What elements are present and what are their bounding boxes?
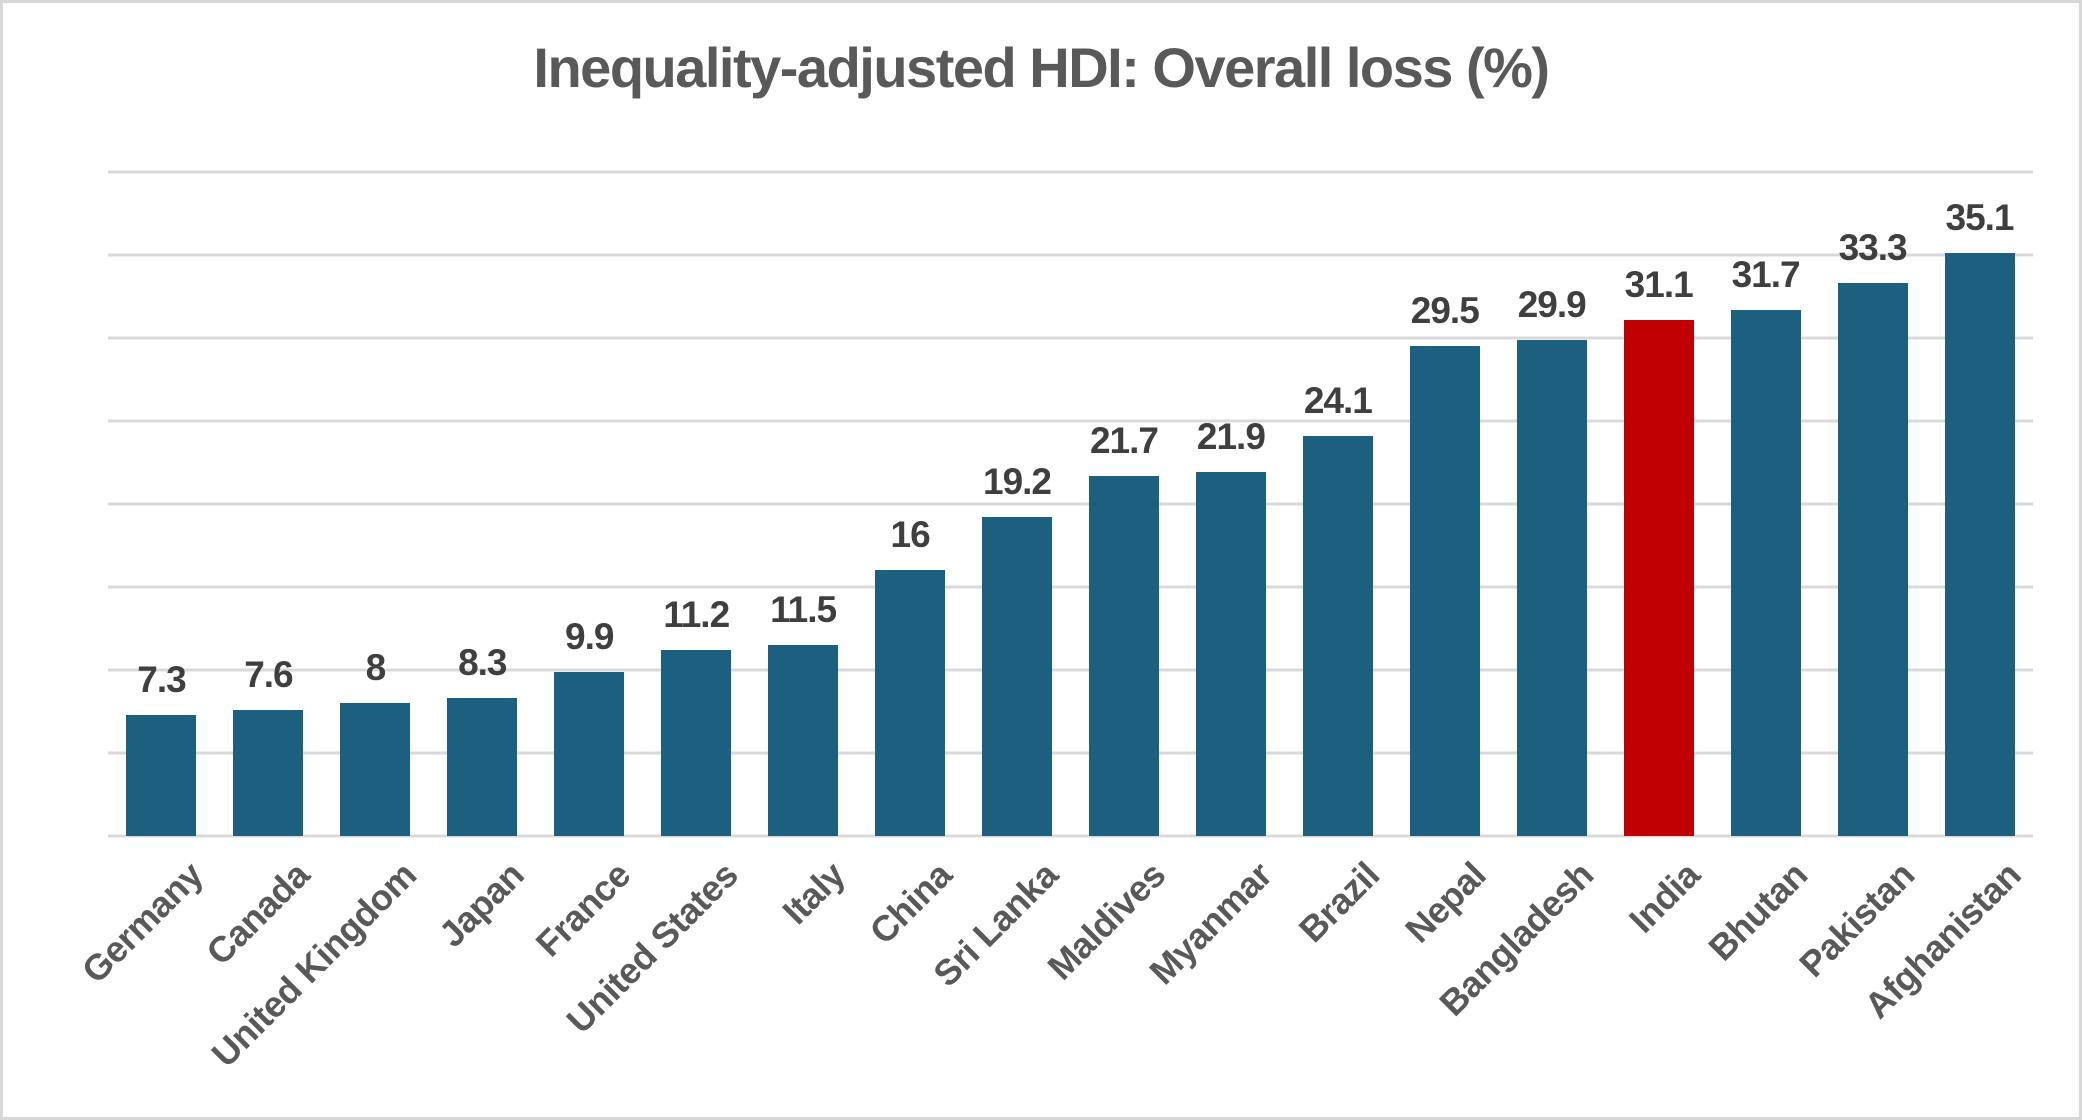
- value-label-united-states: 11.2: [663, 594, 730, 636]
- bar-italy: [768, 645, 839, 836]
- bar-brazil: [1302, 435, 1373, 836]
- value-label-sri-lanka: 19.2: [983, 461, 1052, 503]
- gridline-y5: [108, 751, 2033, 755]
- value-label-germany: 7.3: [137, 658, 186, 700]
- value-label-bhutan: 31.7: [1731, 253, 1801, 295]
- value-label-afghanistan: 35.1: [1945, 197, 2015, 239]
- value-label-japan: 8.3: [458, 642, 507, 684]
- gridline-y10: [108, 668, 2033, 672]
- bar-nepal: [1409, 346, 1480, 836]
- bar-india: [1623, 319, 1694, 836]
- bar-sri-lanka: [982, 517, 1053, 836]
- plot-area: 7.3 Germany 7.6 Canada 8 United Kingdom 8.3 Jap…: [74, 170, 2033, 1075]
- bar-japan: [447, 698, 518, 836]
- gridline-y40: [108, 170, 2033, 174]
- bar-afghanistan: [1944, 253, 2015, 836]
- bar-maldives: [1088, 475, 1159, 836]
- bar-china: [875, 570, 946, 836]
- gridline-y20: [108, 502, 2033, 506]
- value-label-france: 9.9: [565, 615, 614, 657]
- x-axis-label-italy: Italy: [773, 854, 853, 933]
- value-label-maldives: 21.7: [1089, 419, 1159, 461]
- x-axis-label-japan: Japan: [430, 854, 532, 955]
- bar-canada: [233, 709, 304, 836]
- value-label-nepal: 29.5: [1410, 290, 1480, 332]
- gridline-y25: [108, 419, 2033, 423]
- value-label-united-kingdom: 8: [365, 647, 387, 689]
- gridline-y15: [108, 585, 2033, 589]
- value-label-myanmar: 21.9: [1196, 416, 1266, 458]
- x-axis-label-china: China: [861, 854, 960, 952]
- bar-germany: [126, 714, 197, 836]
- value-label-brazil: 24.1: [1303, 379, 1373, 421]
- bar-united-kingdom: [340, 703, 411, 836]
- bar-bangladesh: [1516, 339, 1587, 836]
- x-axis-label-united-kingdom: United Kingdom: [203, 854, 425, 1075]
- bar-myanmar: [1195, 472, 1266, 836]
- value-label-pakistan: 33.3: [1838, 227, 1908, 269]
- gridline-y35: [108, 253, 2033, 257]
- value-label-bangladesh: 29.9: [1517, 283, 1587, 325]
- bar-bhutan: [1730, 309, 1801, 836]
- value-label-china: 16: [890, 514, 931, 556]
- bar-pakistan: [1837, 283, 1908, 836]
- x-axis-label-nepal: Nepal: [1397, 854, 1494, 951]
- bar-france: [554, 671, 625, 836]
- value-label-india: 31.1: [1624, 263, 1694, 305]
- x-axis-label-india: India: [1621, 854, 1708, 941]
- x-axis-label-germany: Germany: [73, 854, 211, 991]
- chart-title: Inequality-adjusted HDI: Overall loss (%…: [533, 36, 1550, 99]
- gridline-y30: [108, 336, 2033, 340]
- bar-united-states: [661, 650, 732, 836]
- value-label-italy: 11.5: [770, 589, 837, 631]
- gridline-y0: [108, 834, 2033, 838]
- x-axis-label-brazil: Brazil: [1290, 854, 1387, 951]
- value-label-canada: 7.6: [244, 653, 293, 695]
